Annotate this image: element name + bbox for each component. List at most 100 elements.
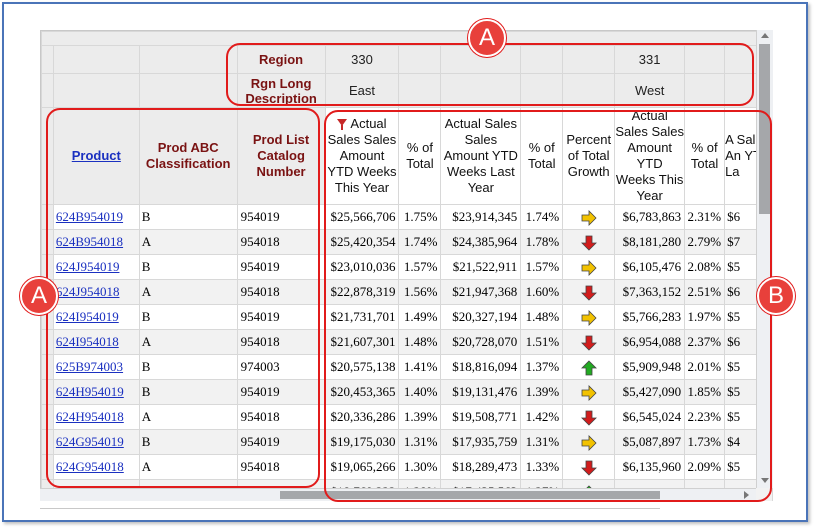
report-grid: Region 330 331 Rgn Long Description East [40,30,773,501]
product-link[interactable]: 625B974003 [55,359,124,374]
sales-this-year-cell: $23,010,036 [324,254,400,280]
product-cell[interactable]: 624G954019 [52,429,140,455]
sales-this-year-header[interactable]: Actual Sales Sales Amount YTD Weeks This… [324,107,400,205]
column-header-row: Product Prod ABC Classification Prod Lis… [41,107,773,205]
sales-this-year-west-cell: $6,545,024 [614,404,686,430]
product-header-link[interactable]: Product [71,148,121,163]
filter-icon[interactable] [337,119,348,130]
sales-last-year-cell: $24,385,964 [440,229,522,255]
product-link[interactable]: 624B954018 [55,234,124,249]
arrow-down-icon [580,335,597,351]
product-link[interactable]: 624H954018 [55,409,124,424]
pct-total-cell: 1.56% [398,279,442,305]
row-stub-cell [41,204,54,230]
abc-class-cell: B [138,254,238,280]
scroll-down-icon[interactable] [761,478,769,483]
product-link[interactable]: 624I954019 [55,309,119,324]
pct-total-cell-2: 1.74% [520,204,564,230]
callout-badge-a-left: A [20,277,58,315]
pct-total-west-cell: 2.01% [684,354,726,380]
abc-class-cell: A [138,404,238,430]
product-link[interactable]: 624J954018 [55,284,120,299]
catalog-number-cell: 954018 [236,454,326,480]
abc-class-cell: B [138,354,238,380]
scroll-up-icon[interactable] [761,33,769,38]
abc-class-cell: A [138,454,238,480]
arrow-right-icon [581,384,597,401]
horizontal-scroll-thumb[interactable] [280,491,660,499]
abc-class-cell: A [138,329,238,355]
sales-this-year-west-cell: $7,363,152 [614,279,686,305]
sales-this-year-west-cell: $5,427,090 [614,379,686,405]
table-row: 624H954018 A 954018 $20,336,286 1.39% $19,508… [41,404,773,430]
product-cell[interactable]: 624H954018 [52,404,140,430]
product-cell[interactable]: 625B974003 [52,354,140,380]
product-cell[interactable]: 624I954019 [52,304,140,330]
sales-last-year-header[interactable]: Actual Sales Sales Amount YTD Weeks Last… [440,107,522,205]
abc-class-cell: B [138,204,238,230]
pct-total-cell-2: 1.48% [520,304,564,330]
sales-this-year-cell: $20,453,365 [324,379,400,405]
catalog-number-cell: 954018 [236,279,326,305]
growth-indicator-cell [562,379,616,405]
growth-indicator-cell [562,454,616,480]
row-stub-cell [41,254,54,280]
pct-total-header[interactable]: % of Total [398,107,442,205]
abc-class-cell: B [138,304,238,330]
pct-total-header-west[interactable]: % of Total [684,107,726,205]
sales-this-year-cell: $20,336,286 [324,404,400,430]
sales-this-year-cell: $19,175,030 [324,429,400,455]
product-link[interactable]: 624G954019 [55,434,124,449]
empty-cell [562,45,616,74]
product-header: Product [52,107,140,205]
empty-cell [440,73,522,108]
pct-total-cell: 1.48% [398,329,442,355]
top-band-row [41,31,773,46]
scroll-right-icon[interactable] [744,491,749,499]
region-330: 330 [324,45,400,74]
sales-this-year-west-cell: $6,135,960 [614,454,686,480]
pct-total-header-2[interactable]: % of Total [520,107,564,205]
product-cell[interactable]: 624B954019 [52,204,140,230]
product-cell[interactable]: 624H954019 [52,379,140,405]
sales-this-year-cell: $20,575,138 [324,354,400,380]
table-row: 624J954019 B 954019 $23,010,036 1.57% $21,522… [41,254,773,280]
table-row: 624H954019 B 954019 $20,453,365 1.40% $19,131… [41,379,773,405]
pct-total-cell-2: 1.60% [520,279,564,305]
sales-this-year-header-west[interactable]: Actual Sales Sales Amount YTD Weeks This… [614,107,686,205]
table-row: 624G954019 B 954019 $19,175,030 1.31% $17,935… [41,429,773,455]
growth-header[interactable]: Percent of Total Growth [562,107,616,205]
pct-total-cell: 1.41% [398,354,442,380]
pct-total-cell-2: 1.78% [520,229,564,255]
desc-east: East [324,73,400,108]
corner-cell [41,45,54,74]
product-cell[interactable]: 624I954018 [52,329,140,355]
table-row: 624I954019 B 954019 $21,731,701 1.49% $20,327… [41,304,773,330]
product-cell[interactable]: 624J954018 [52,279,140,305]
sales-last-year-cell: $19,131,476 [440,379,522,405]
product-link[interactable]: 624G954018 [55,459,124,474]
pct-total-cell-2: 1.33% [520,454,564,480]
empty-cell [398,45,442,74]
product-cell[interactable]: 624B954018 [52,229,140,255]
product-cell[interactable]: 624J954019 [52,254,140,280]
sales-this-year-west-cell: $5,766,283 [614,304,686,330]
desc-west: West [614,73,686,108]
product-link[interactable]: 624I954018 [55,334,119,349]
region-label: Region [236,45,326,74]
product-link[interactable]: 624H954019 [55,384,124,399]
catalog-number-cell: 954019 [236,204,326,230]
product-link[interactable]: 624B954019 [55,209,124,224]
horizontal-scrollbar[interactable] [40,488,756,501]
product-cell[interactable]: 624G954018 [52,454,140,480]
rgn-desc-row: Rgn Long Description East West [41,73,773,108]
sales-this-year-west-cell: $5,909,948 [614,354,686,380]
pct-total-cell: 1.57% [398,254,442,280]
product-link[interactable]: 624J954019 [55,259,120,274]
sales-this-year-cell: $21,607,301 [324,329,400,355]
data-table: Region 330 331 Rgn Long Description East [41,31,773,501]
vertical-scroll-thumb[interactable] [759,44,770,214]
vertical-scrollbar[interactable] [756,30,773,488]
growth-indicator-cell [562,404,616,430]
growth-indicator-cell [562,204,616,230]
